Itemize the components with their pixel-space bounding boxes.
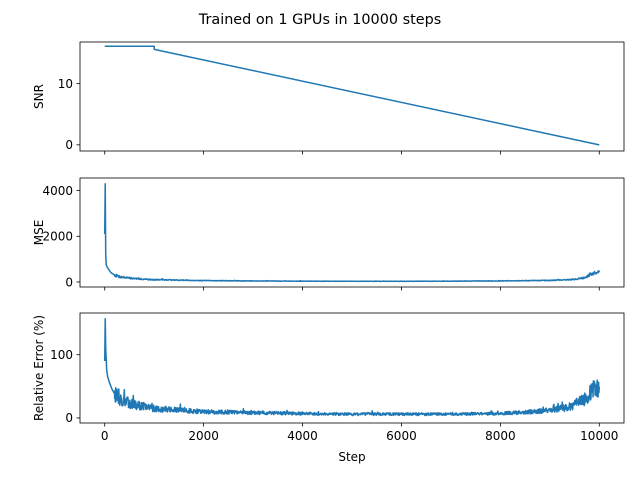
series-line-0-0	[104, 45, 600, 146]
x-tick-label-0: 0	[101, 429, 109, 443]
y-tick-label-1-2000: 2000	[42, 230, 73, 244]
series-line-1-0	[103, 182, 600, 283]
panel-1: 0 2000 4000 MSE	[32, 177, 625, 291]
y-tick-label-2-0: 0	[65, 411, 73, 425]
x-tick-label-2000: 2000	[188, 429, 219, 443]
series-line-2-0	[103, 317, 601, 417]
axes-frame-0	[79, 41, 625, 152]
axes-frame-2	[79, 312, 625, 424]
y-tick-label-2-100: 100	[50, 348, 73, 362]
y-tick-label-1-4000: 4000	[42, 184, 73, 198]
y-tick-label-0-0: 0	[65, 138, 73, 152]
y-axis-label-0: SNR	[32, 84, 46, 109]
y-axis-label-1: MSE	[32, 220, 46, 246]
x-tick-label-6000: 6000	[386, 429, 417, 443]
y-tick-label-0-10: 10	[58, 77, 73, 91]
x-tick-label-4000: 4000	[287, 429, 318, 443]
panel-2: 0 2000 4000 6000 8000 10000 0 100 Relative Error…	[32, 312, 625, 464]
x-tick-label-10000: 10000	[580, 429, 618, 443]
axes-frame-1	[79, 177, 625, 288]
x-axis-label: Step	[338, 450, 365, 464]
x-tick-label-8000: 8000	[485, 429, 516, 443]
panel-0: 0 10 SNR	[32, 41, 625, 155]
figure-title: Trained on 1 GPUs in 10000 steps	[198, 12, 441, 28]
y-tick-label-1-0: 0	[65, 275, 73, 289]
y-axis-label-2: Relative Error (%)	[32, 315, 46, 421]
